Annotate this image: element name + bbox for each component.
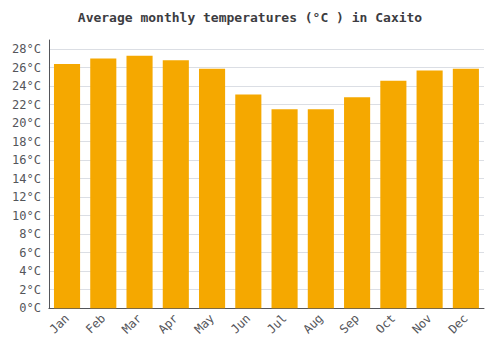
svg-text:Average monthly temperatures (: Average monthly temperatures (°C ) in Ca…	[78, 10, 423, 25]
svg-text:Jul: Jul	[264, 311, 289, 336]
svg-text:14°C: 14°C	[12, 172, 41, 186]
svg-text:Feb: Feb	[83, 311, 108, 336]
svg-text:6°C: 6°C	[19, 246, 41, 260]
svg-text:Oct: Oct	[373, 311, 398, 336]
svg-text:Mar: Mar	[119, 311, 144, 336]
svg-text:Jan: Jan	[47, 311, 72, 336]
svg-text:Apr: Apr	[156, 311, 181, 336]
svg-text:20°C: 20°C	[12, 116, 41, 130]
svg-text:24°C: 24°C	[12, 79, 41, 93]
svg-text:Dec: Dec	[446, 311, 471, 336]
svg-text:2°C: 2°C	[19, 283, 41, 297]
svg-text:16°C: 16°C	[12, 153, 41, 167]
svg-text:26°C: 26°C	[12, 61, 41, 75]
svg-text:22°C: 22°C	[12, 98, 41, 112]
svg-text:May: May	[192, 311, 217, 336]
svg-text:Aug: Aug	[301, 311, 326, 336]
svg-text:Jun: Jun	[228, 311, 253, 336]
svg-text:Sep: Sep	[337, 311, 362, 336]
svg-text:Nov: Nov	[409, 311, 434, 336]
svg-text:10°C: 10°C	[12, 209, 41, 223]
svg-text:28°C: 28°C	[12, 42, 41, 56]
svg-text:0°C: 0°C	[19, 301, 41, 315]
svg-text:8°C: 8°C	[19, 227, 41, 241]
svg-text:12°C: 12°C	[12, 190, 41, 204]
svg-text:4°C: 4°C	[19, 264, 41, 278]
svg-text:18°C: 18°C	[12, 135, 41, 149]
